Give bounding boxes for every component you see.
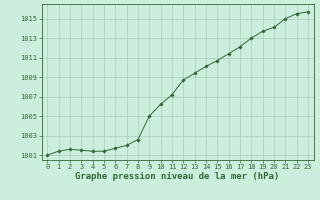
X-axis label: Graphe pression niveau de la mer (hPa): Graphe pression niveau de la mer (hPa) <box>76 172 280 181</box>
